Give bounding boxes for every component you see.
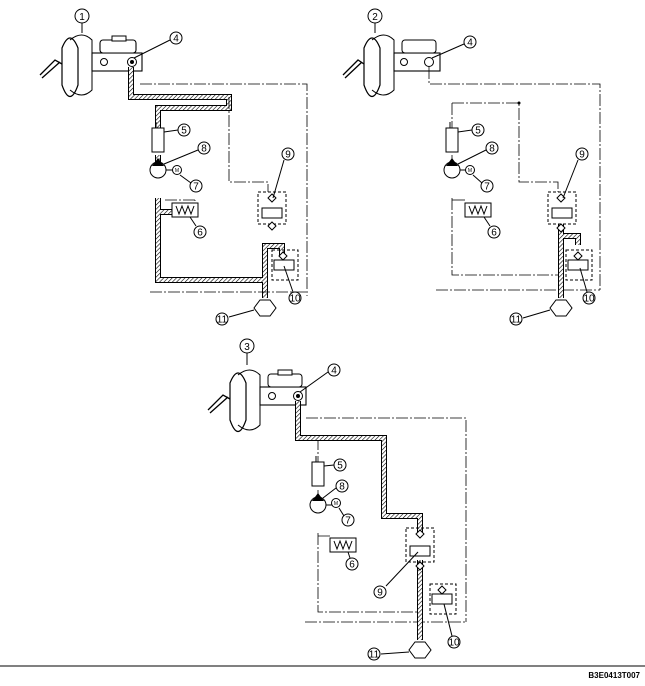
svg-text:4: 4 (331, 366, 337, 377)
callout-9: 9 (272, 147, 295, 199)
svg-text:11: 11 (369, 650, 380, 661)
callout-8: 8 (163, 141, 211, 165)
svg-text:7: 7 (193, 182, 199, 193)
callout-4: 4 (133, 31, 183, 59)
svg-text:8: 8 (201, 144, 207, 155)
callout-11: 11 (367, 647, 410, 661)
svg-text:10: 10 (583, 294, 595, 305)
svg-text:6: 6 (197, 228, 203, 239)
brake-booster (229, 372, 247, 433)
svg-text:4: 4 (467, 38, 473, 49)
callout-5: 5 (323, 458, 347, 472)
diagram-3: 3 M 4 5 (207, 338, 467, 661)
callout-4: 4 (299, 363, 341, 393)
svg-text:7: 7 (345, 516, 351, 527)
callout-9: 9 (373, 551, 419, 599)
reservoir (267, 373, 303, 388)
callout-7: 7 (179, 174, 203, 193)
brake-booster (363, 37, 381, 98)
svg-text:6: 6 (491, 228, 497, 239)
callout-11: 11 (215, 309, 255, 326)
callout-5: 5 (163, 123, 191, 137)
svg-text:1: 1 (79, 12, 85, 23)
svg-text:8: 8 (489, 144, 495, 155)
diagram-1: 1 M 4 (39, 8, 308, 326)
active-fluid-path (128, 67, 285, 298)
callout-7: 7 (338, 507, 355, 527)
svg-text:4: 4 (173, 34, 179, 45)
svg-text:9: 9 (579, 150, 585, 161)
svg-text:2: 2 (372, 12, 378, 23)
callout-9: 9 (562, 147, 589, 199)
callout-4: 4 (431, 35, 477, 59)
diagram-2: 2 M 4 5 (342, 8, 601, 326)
figure-code: B3E0413T007 (588, 671, 640, 680)
callout-11: 11 (509, 309, 551, 326)
thin-line (140, 83, 308, 296)
callout-8: 8 (322, 479, 349, 499)
callout-6: 6 (189, 216, 207, 239)
reservoir (401, 39, 437, 54)
svg-text:9: 9 (285, 150, 291, 161)
svg-text:6: 6 (349, 560, 355, 571)
component-5 (151, 127, 165, 153)
svg-text:M: M (468, 168, 472, 174)
callout-10: 10 (443, 603, 461, 649)
callout-10: 10 (283, 265, 302, 305)
svg-text:11: 11 (511, 315, 522, 326)
callout-5: 5 (457, 123, 485, 137)
callout-8: 8 (457, 141, 499, 165)
callout-10: 10 (579, 267, 596, 305)
svg-text:10: 10 (289, 294, 301, 305)
svg-text:5: 5 (475, 126, 481, 137)
callout-6: 6 (483, 216, 501, 239)
brake-booster (61, 37, 79, 98)
svg-text:10: 10 (448, 638, 460, 649)
svg-text:7: 7 (484, 182, 490, 193)
svg-text:9: 9 (377, 588, 383, 599)
reservoir (99, 39, 137, 54)
svg-text:8: 8 (339, 482, 345, 493)
motor-7 (172, 165, 182, 175)
valve-10 (271, 249, 299, 281)
brake-pedal (39, 59, 63, 79)
wheel-cylinder-11 (253, 299, 277, 317)
svg-text:11: 11 (217, 315, 228, 326)
svg-text:M: M (175, 168, 179, 174)
svg-text:3: 3 (244, 342, 250, 353)
callout-6: 6 (345, 551, 359, 571)
svg-text:5: 5 (337, 461, 343, 472)
svg-text:5: 5 (181, 126, 187, 137)
svg-text:M: M (334, 501, 338, 507)
callout-7: 7 (472, 174, 494, 193)
